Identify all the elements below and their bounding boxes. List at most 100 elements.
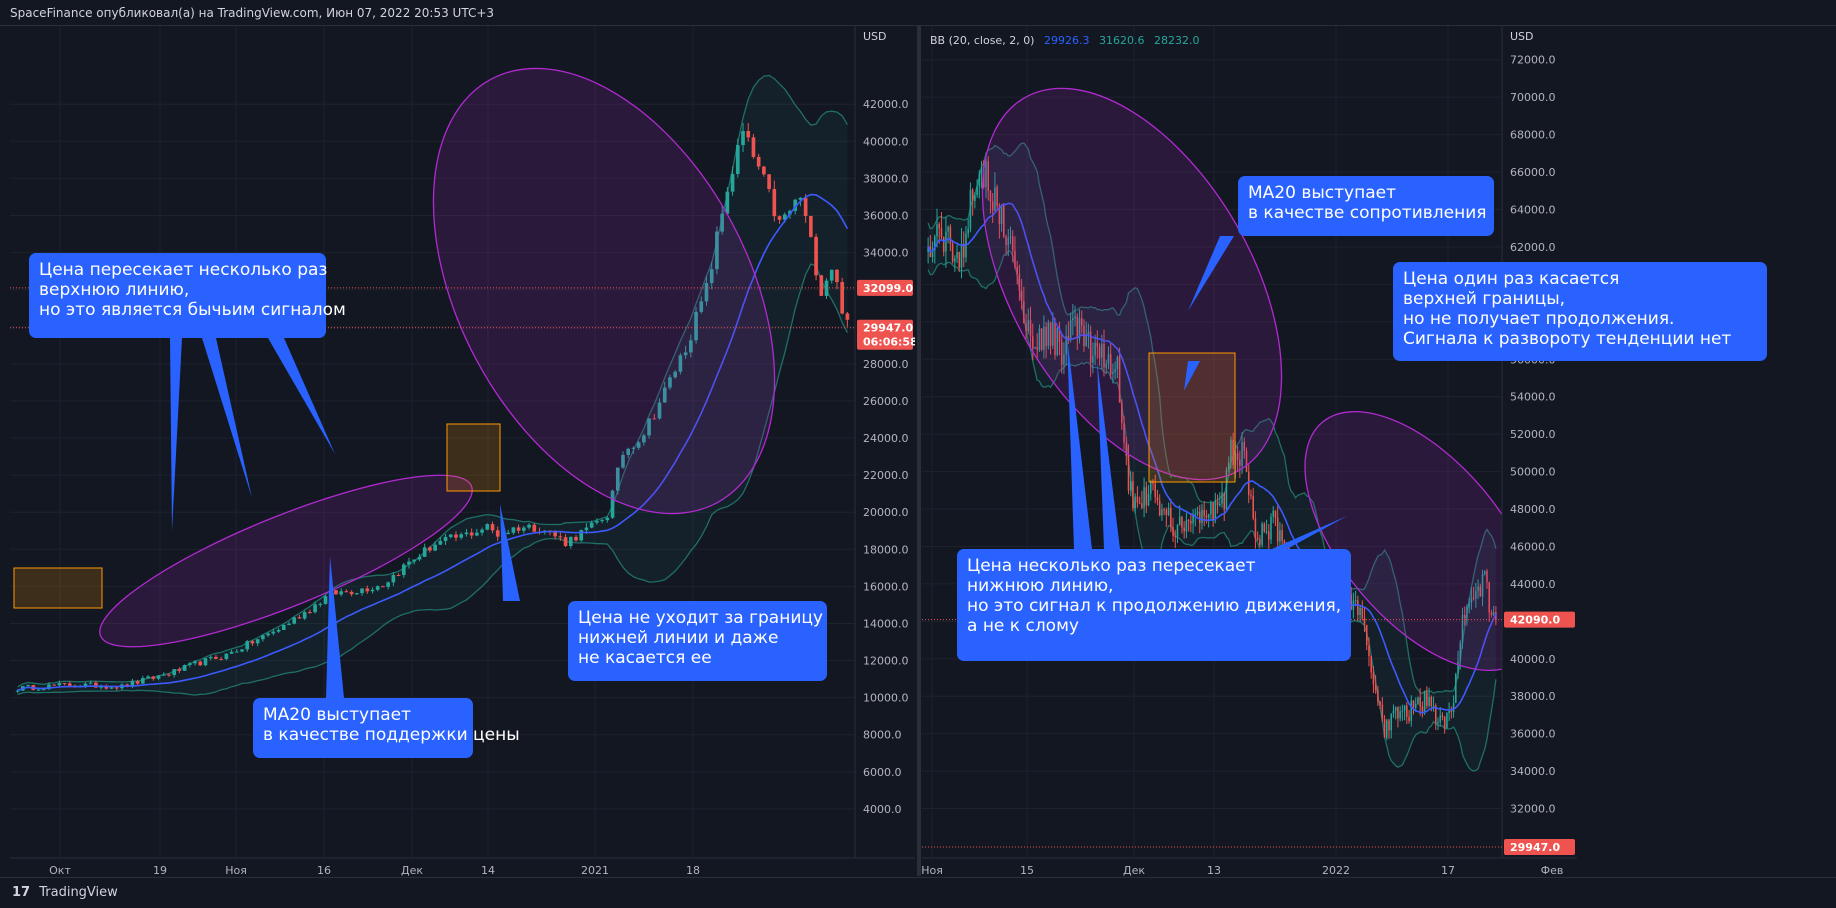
candle-body [1052, 321, 1054, 346]
candle-body [1437, 722, 1439, 724]
bb-indicator-legend[interactable]: BB (20, close, 2, 0) 29926.3 31620.6 282… [930, 34, 1205, 47]
callout-pointer [1184, 361, 1200, 391]
candle-body [41, 689, 46, 691]
ma20-line [927, 202, 1497, 714]
candle-body [167, 674, 171, 676]
candle-body [1486, 571, 1488, 583]
candle-body [631, 447, 636, 449]
candle-body [1187, 520, 1190, 522]
candle-body [814, 236, 818, 276]
candle-body [956, 252, 958, 259]
candle-body [1361, 607, 1364, 619]
candle-body [1000, 204, 1003, 225]
candle-body [151, 676, 156, 679]
candle-body [1263, 523, 1266, 532]
y-tick-label: 42000.0 [863, 98, 909, 111]
candle-body [626, 448, 631, 455]
candle-body [83, 683, 88, 687]
candle-body [1178, 516, 1181, 525]
candle-body [1419, 697, 1421, 707]
candle-body [969, 189, 972, 229]
candle-body [1094, 342, 1096, 356]
candle-body [464, 532, 469, 535]
candles [15, 122, 850, 693]
candle-body [1463, 614, 1466, 618]
candle-body [1181, 516, 1183, 528]
candle-body [662, 387, 667, 403]
candle-body [1259, 539, 1261, 545]
x-tick-label: 17 [1441, 864, 1455, 876]
candle-body [334, 590, 338, 595]
candle-body [485, 524, 490, 530]
candle-body [459, 534, 464, 538]
candle-body [1156, 496, 1159, 501]
currency-label: USD [863, 30, 887, 43]
candle-body [1455, 674, 1457, 703]
candle-body [678, 355, 683, 372]
candle-body [1394, 707, 1397, 711]
candle-body [1103, 343, 1105, 368]
candle-body [1132, 481, 1134, 509]
candle-body [1087, 331, 1090, 335]
candle-body [1354, 600, 1357, 602]
candle-body [1074, 316, 1076, 319]
candle-body [287, 623, 291, 625]
candle-body [741, 131, 745, 146]
chart-left-svg[interactable]: USD 4000.0 6000.0 8000.0 10000.0 12000.0 14000… [10, 26, 915, 876]
candle-body [1363, 618, 1366, 625]
candle-body [495, 530, 500, 537]
candle-body [360, 588, 364, 594]
candle-body [730, 173, 735, 192]
price-tag-label: 29947.0 [1510, 841, 1560, 854]
candle-body [987, 161, 990, 191]
candle-body [26, 685, 30, 687]
chart-pane-left[interactable]: USD 4000.0 6000.0 8000.0 10000.0 12000.0 14000… [10, 26, 915, 876]
candle-body [657, 402, 662, 419]
annotation-callout-4: MA20 выступает в качестве сопротивления [1238, 176, 1494, 236]
candle-body [595, 520, 599, 523]
price-tag-label: 42090.0 [1510, 614, 1560, 627]
candle-body [532, 524, 537, 532]
price-tag-bg [857, 279, 913, 296]
tradingview-brand[interactable]: TradingView [39, 885, 118, 900]
footer-bar: 17 TradingView [0, 877, 1836, 907]
candle-body [553, 531, 557, 537]
y-tick-label: 20000.0 [863, 506, 909, 519]
candle-body [193, 661, 197, 664]
candle-body [203, 658, 208, 666]
pane-divider[interactable] [917, 26, 921, 876]
candle-body [448, 534, 453, 537]
y-tick-label: 64000.0 [1510, 204, 1556, 217]
y-tick-label: 70000.0 [1510, 91, 1556, 104]
y-tick-label: 6000.0 [863, 766, 902, 779]
candle-body [1450, 710, 1453, 712]
candle-body [1408, 716, 1410, 722]
candles [927, 156, 1497, 741]
candle-body [1003, 204, 1005, 237]
chart-right-svg[interactable]: USD 32000.0 34000.0 36000.0 38000.0 40000.0 42… [922, 26, 1836, 876]
candle-body [1014, 250, 1016, 267]
bb-basis-value: 29926.3 [1043, 34, 1090, 47]
candle-body [177, 669, 182, 671]
candle-body [689, 340, 693, 353]
price-axis-bg [1502, 26, 1577, 876]
candle-body [1267, 531, 1270, 540]
candle-body [1065, 336, 1067, 355]
chart-pane-right[interactable]: USD 32000.0 34000.0 36000.0 38000.0 40000.0 42… [922, 26, 1836, 876]
candle-body [1432, 705, 1435, 707]
candle-body [1025, 323, 1027, 332]
candle-body [809, 215, 813, 237]
candle-body [281, 624, 286, 630]
y-tick-label: 16000.0 [863, 580, 909, 593]
candle-body [1225, 469, 1228, 510]
annotation-line: Цена не уходит за границу [578, 608, 823, 628]
y-tick-label: 36000.0 [1510, 728, 1556, 741]
candle-body [1350, 594, 1352, 610]
y-tick-label: 4000.0 [863, 803, 902, 816]
candle-body [401, 564, 406, 575]
bb-lower-value: 28232.0 [1153, 34, 1200, 47]
candle-body [1223, 492, 1226, 510]
candle-body [88, 682, 93, 684]
candle-body [1434, 705, 1437, 724]
candle-body [1060, 341, 1063, 365]
